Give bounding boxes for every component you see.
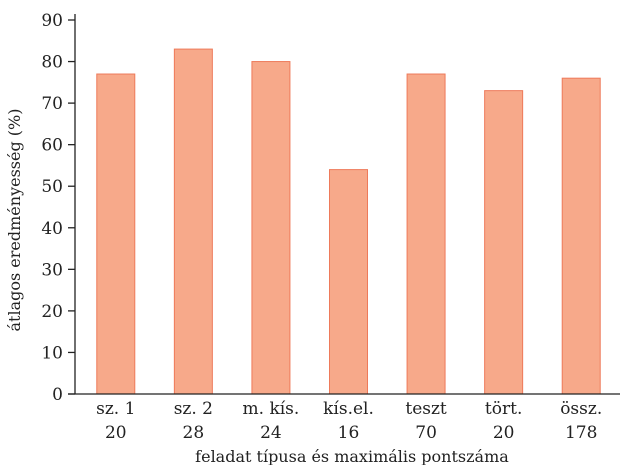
x-tick-label: teszt bbox=[405, 399, 447, 419]
x-tick-label: m. kís. bbox=[243, 399, 300, 419]
y-tick-label: 10 bbox=[41, 343, 63, 363]
x-tick-max-points: 20 bbox=[493, 423, 515, 443]
x-tick-max-points: 178 bbox=[565, 423, 597, 443]
x-tick-label: össz. bbox=[560, 399, 602, 419]
x-tick-max-points: 28 bbox=[183, 423, 205, 443]
y-tick-label: 20 bbox=[41, 302, 63, 322]
x-tick-max-points: 20 bbox=[105, 423, 127, 443]
x-tick-max-points: 16 bbox=[338, 423, 360, 443]
x-tick-max-points: 24 bbox=[260, 423, 282, 443]
x-ticks-group: sz. 1 20 sz. 2 28 m. kís. 24 kís.el. 16 teszt 70 t… bbox=[96, 399, 602, 443]
y-tick-label: 90 bbox=[41, 11, 63, 31]
x-tick-label: sz. 1 bbox=[96, 399, 135, 419]
axes-group bbox=[68, 14, 620, 395]
x-tick-label: sz. 2 bbox=[174, 399, 213, 419]
x-tick-max-points: 70 bbox=[415, 423, 437, 443]
y-tick-label: 70 bbox=[41, 94, 63, 114]
y-tick-label: 50 bbox=[41, 177, 63, 197]
y-tick-label: 0 bbox=[52, 385, 63, 405]
bar bbox=[561, 77, 601, 395]
x-tick-label: tört. bbox=[485, 399, 522, 419]
y-ticks-group: 0 10 20 30 40 50 60 70 80 90 bbox=[41, 11, 75, 405]
bars-group bbox=[96, 48, 601, 395]
y-tick-label: 30 bbox=[41, 260, 63, 280]
y-tick-label: 80 bbox=[41, 53, 63, 73]
bar bbox=[329, 169, 368, 395]
bar bbox=[173, 48, 213, 395]
y-tick-label: 40 bbox=[41, 219, 63, 239]
y-tick-label: 60 bbox=[41, 136, 63, 156]
x-axis-title: feladat típusa és maximális pontszáma bbox=[195, 447, 509, 465]
bar bbox=[96, 73, 136, 395]
bar bbox=[406, 73, 446, 395]
y-axis-title: átlagos eredményesség (%) bbox=[5, 109, 24, 332]
bar bbox=[251, 61, 291, 395]
bar bbox=[484, 90, 524, 395]
x-tick-label: kís.el. bbox=[323, 399, 374, 419]
